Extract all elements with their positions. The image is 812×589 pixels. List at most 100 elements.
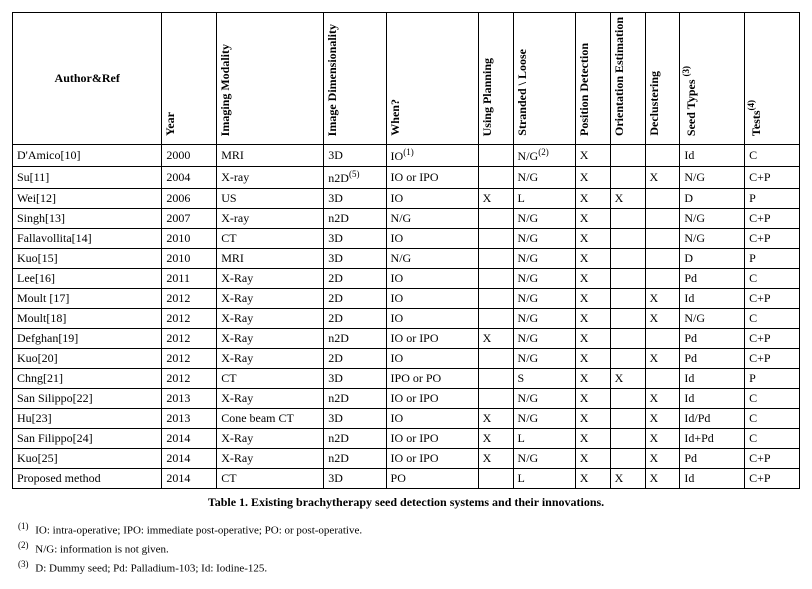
- table-cell: C+P: [745, 167, 800, 189]
- table-cell: [610, 429, 645, 449]
- table-cell: X: [645, 429, 680, 449]
- table-cell: Su[11]: [13, 167, 162, 189]
- table-cell: 2012: [162, 309, 217, 329]
- table-cell: [610, 409, 645, 429]
- table-body: D'Amico[10]2000MRI3DIO(1)N/G(2)XIdCSu[11…: [13, 145, 800, 489]
- table-cell: 2012: [162, 369, 217, 389]
- table-cell: Proposed method: [13, 469, 162, 489]
- table-cell: N/G: [513, 269, 575, 289]
- table-cell: L: [513, 469, 575, 489]
- table-cell: Pd: [680, 269, 745, 289]
- col-when: When?: [386, 13, 478, 145]
- table-cell: C+P: [745, 469, 800, 489]
- table-cell: [610, 145, 645, 167]
- table-cell: 2014: [162, 429, 217, 449]
- table-row: Proposed method2014CT3DPOLXXXIdC+P: [13, 469, 800, 489]
- table-cell: X-ray: [217, 167, 324, 189]
- table-cell: C: [745, 309, 800, 329]
- table-cell: [478, 369, 513, 389]
- col-author: Author&Ref: [13, 13, 162, 145]
- table-cell: IO: [386, 229, 478, 249]
- table-cell: Id: [680, 469, 745, 489]
- table-cell: C+P: [745, 289, 800, 309]
- table-cell: Lee[16]: [13, 269, 162, 289]
- table-cell: X-Ray: [217, 429, 324, 449]
- table-cell: N/G: [680, 229, 745, 249]
- table-cell: n2D(5): [324, 167, 386, 189]
- table-cell: S: [513, 369, 575, 389]
- table-cell: X: [645, 309, 680, 329]
- table-cell: Id+Pd: [680, 429, 745, 449]
- table-cell: [610, 389, 645, 409]
- table-cell: [610, 229, 645, 249]
- table-cell: IO or IPO: [386, 449, 478, 469]
- table-cell: IPO or PO: [386, 369, 478, 389]
- table-cell: N/G: [513, 389, 575, 409]
- table-cell: IO(1): [386, 145, 478, 167]
- table-cell: IO or IPO: [386, 389, 478, 409]
- table-cell: P: [745, 189, 800, 209]
- table-cell: L: [513, 429, 575, 449]
- table-cell: [478, 249, 513, 269]
- table-cell: X: [478, 449, 513, 469]
- table-cell: Kuo[20]: [13, 349, 162, 369]
- table-cell: X: [575, 209, 610, 229]
- table-cell: C+P: [745, 209, 800, 229]
- table-cell: 2D: [324, 309, 386, 329]
- table-cell: IO or IPO: [386, 329, 478, 349]
- table-cell: X: [645, 469, 680, 489]
- table-cell: 2004: [162, 167, 217, 189]
- table-cell: X: [575, 249, 610, 269]
- table-cell: N/G: [513, 309, 575, 329]
- col-tests: Tests(4): [745, 13, 800, 145]
- table-cell: X-Ray: [217, 349, 324, 369]
- footnote-line: (2) N/G: information is not given.: [18, 539, 800, 558]
- table-cell: X-Ray: [217, 449, 324, 469]
- table-cell: IO: [386, 189, 478, 209]
- table-cell: IO: [386, 349, 478, 369]
- table-row: Moult [17]2012X-Ray2DION/GXXIdC+P: [13, 289, 800, 309]
- table-cell: X: [575, 329, 610, 349]
- table-cell: X: [575, 469, 610, 489]
- table-cell: [610, 269, 645, 289]
- table-cell: 2011: [162, 269, 217, 289]
- table-cell: Kuo[25]: [13, 449, 162, 469]
- table-cell: C: [745, 429, 800, 449]
- table-cell: N/G(2): [513, 145, 575, 167]
- table-cell: X: [478, 189, 513, 209]
- table-cell: N/G: [513, 209, 575, 229]
- table-cell: [645, 369, 680, 389]
- table-caption: Table 1. Existing brachytherapy seed det…: [12, 495, 800, 510]
- table-cell: 2D: [324, 349, 386, 369]
- table-cell: X: [645, 167, 680, 189]
- table-cell: n2D: [324, 209, 386, 229]
- table-cell: P: [745, 249, 800, 269]
- table-cell: D: [680, 249, 745, 269]
- col-dimensionality: Image Dimensionality: [324, 13, 386, 145]
- table-cell: X: [575, 229, 610, 249]
- table-cell: IO or IPO: [386, 167, 478, 189]
- table-cell: X-Ray: [217, 269, 324, 289]
- table-cell: Kuo[15]: [13, 249, 162, 269]
- table-cell: X: [575, 167, 610, 189]
- table-cell: Id: [680, 289, 745, 309]
- table-cell: Singh[13]: [13, 209, 162, 229]
- table-cell: 2000: [162, 145, 217, 167]
- table-cell: N/G: [680, 209, 745, 229]
- footnotes: (1) IO: intra-operative; IPO: immediate …: [18, 520, 800, 577]
- table-cell: 3D: [324, 469, 386, 489]
- table-cell: [645, 269, 680, 289]
- table-cell: C+P: [745, 229, 800, 249]
- table-cell: n2D: [324, 429, 386, 449]
- table-cell: X: [575, 389, 610, 409]
- table-cell: [645, 229, 680, 249]
- table-cell: X: [575, 349, 610, 369]
- table-cell: [610, 249, 645, 269]
- table-cell: CT: [217, 229, 324, 249]
- table-cell: C: [745, 389, 800, 409]
- table-cell: [478, 209, 513, 229]
- table-cell: [610, 289, 645, 309]
- table-cell: C: [745, 145, 800, 167]
- table-cell: 2010: [162, 249, 217, 269]
- table-cell: X: [575, 449, 610, 469]
